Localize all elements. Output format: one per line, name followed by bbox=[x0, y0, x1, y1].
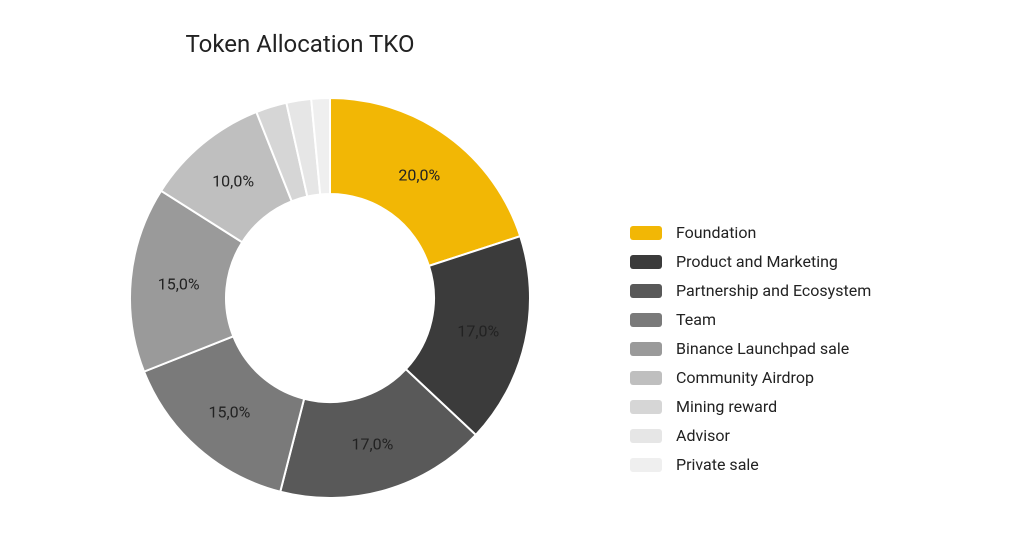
legend-item: Advisor bbox=[630, 426, 871, 445]
legend-item: Team bbox=[630, 310, 871, 329]
legend-label: Foundation bbox=[676, 223, 756, 242]
legend-label: Partnership and Ecosystem bbox=[676, 281, 871, 300]
legend-swatch bbox=[630, 226, 662, 240]
legend-label: Product and Marketing bbox=[676, 252, 838, 271]
legend-item: Product and Marketing bbox=[630, 252, 871, 271]
legend-swatch bbox=[630, 284, 662, 298]
donut-svg bbox=[120, 88, 540, 508]
chart-area: Token Allocation TKO 20,0% 17,0% 17,0% 15,0… bbox=[0, 0, 600, 557]
legend-item: Binance Launchpad sale bbox=[630, 339, 871, 358]
slice-pct-label: 17,0% bbox=[457, 322, 499, 341]
legend-swatch bbox=[630, 255, 662, 269]
legend-swatch bbox=[630, 342, 662, 356]
legend-item: Mining reward bbox=[630, 397, 871, 416]
slice-pct-label: 10,0% bbox=[212, 171, 254, 190]
slice-pct-label: 15,0% bbox=[209, 403, 251, 422]
legend-swatch bbox=[630, 458, 662, 472]
legend-label: Community Airdrop bbox=[676, 368, 814, 387]
legend-label: Advisor bbox=[676, 426, 730, 445]
slice-pct-label: 17,0% bbox=[351, 434, 393, 453]
legend-swatch bbox=[630, 400, 662, 414]
legend-item: Partnership and Ecosystem bbox=[630, 281, 871, 300]
chart-container: Token Allocation TKO 20,0% 17,0% 17,0% 15,0… bbox=[0, 0, 1021, 557]
legend-item: Community Airdrop bbox=[630, 368, 871, 387]
legend-label: Private sale bbox=[676, 455, 759, 474]
slice-pct-label: 15,0% bbox=[158, 274, 200, 293]
legend-label: Binance Launchpad sale bbox=[676, 339, 849, 358]
legend-item: Foundation bbox=[630, 223, 871, 242]
legend-swatch bbox=[630, 371, 662, 385]
legend-label: Mining reward bbox=[676, 397, 777, 416]
legend-swatch bbox=[630, 429, 662, 443]
chart-title: Token Allocation TKO bbox=[186, 30, 415, 58]
donut-chart: 20,0% 17,0% 17,0% 15,0% 15,0% 10,0% bbox=[120, 88, 540, 508]
slice-pct-label: 20,0% bbox=[398, 166, 440, 185]
legend: Foundation Product and Marketing Partnersh… bbox=[600, 73, 871, 484]
legend-label: Team bbox=[676, 310, 716, 329]
legend-swatch bbox=[630, 313, 662, 327]
legend-item: Private sale bbox=[630, 455, 871, 474]
